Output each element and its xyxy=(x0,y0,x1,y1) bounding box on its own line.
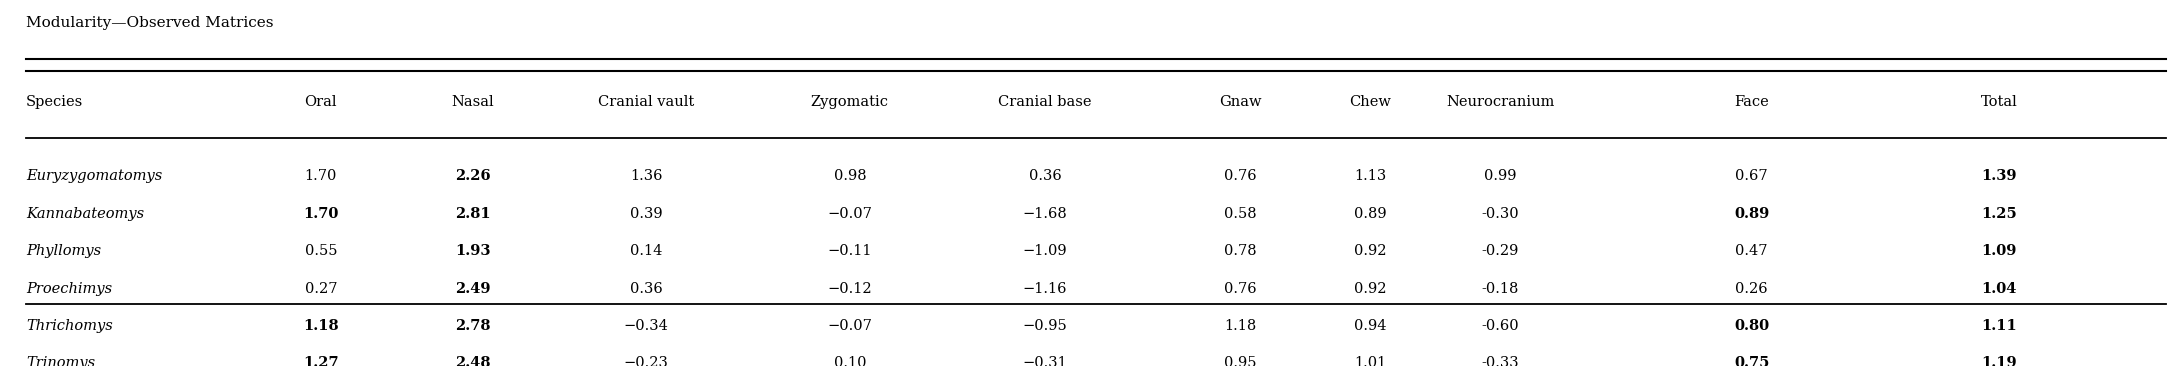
Text: 0.95: 0.95 xyxy=(1225,356,1255,366)
Text: 1.93: 1.93 xyxy=(455,244,490,258)
Text: Oral: Oral xyxy=(306,95,336,109)
Text: Thrichomys: Thrichomys xyxy=(26,319,113,333)
Text: 1.18: 1.18 xyxy=(304,319,338,333)
Text: 0.39: 0.39 xyxy=(629,207,663,221)
Text: 1.19: 1.19 xyxy=(1982,356,2016,366)
Text: 0.80: 0.80 xyxy=(1734,319,1769,333)
Text: Proechimys: Proechimys xyxy=(26,281,113,296)
Text: 0.99: 0.99 xyxy=(1485,169,1515,183)
Text: 1.36: 1.36 xyxy=(631,169,661,183)
Text: Species: Species xyxy=(26,95,82,109)
Text: 0.78: 0.78 xyxy=(1223,244,1257,258)
Text: Zygomatic: Zygomatic xyxy=(811,95,889,109)
Text: 0.10: 0.10 xyxy=(835,356,865,366)
Text: Cranial base: Cranial base xyxy=(997,95,1093,109)
Text: 1.70: 1.70 xyxy=(306,169,336,183)
Text: 1.39: 1.39 xyxy=(1982,169,2016,183)
Text: 0.98: 0.98 xyxy=(833,169,867,183)
Text: 0.89: 0.89 xyxy=(1734,207,1769,221)
Text: 0.36: 0.36 xyxy=(629,281,663,296)
Text: -0.29: -0.29 xyxy=(1481,244,1520,258)
Text: −0.07: −0.07 xyxy=(828,319,872,333)
Text: 1.09: 1.09 xyxy=(1982,244,2016,258)
Text: 2.78: 2.78 xyxy=(455,319,490,333)
Text: −0.23: −0.23 xyxy=(624,356,668,366)
Text: −0.07: −0.07 xyxy=(828,207,872,221)
Text: 0.27: 0.27 xyxy=(306,281,336,296)
Text: −1.09: −1.09 xyxy=(1023,244,1067,258)
Text: 1.11: 1.11 xyxy=(1982,319,2016,333)
Text: 1.18: 1.18 xyxy=(1225,319,1255,333)
Text: 1.27: 1.27 xyxy=(304,356,338,366)
Text: 0.26: 0.26 xyxy=(1734,281,1769,296)
Text: -0.33: -0.33 xyxy=(1481,356,1520,366)
Text: 0.55: 0.55 xyxy=(306,244,336,258)
Text: Chew: Chew xyxy=(1348,95,1392,109)
Text: −0.95: −0.95 xyxy=(1023,319,1067,333)
Text: 0.67: 0.67 xyxy=(1734,169,1769,183)
Text: 1.01: 1.01 xyxy=(1355,356,1385,366)
Text: 1.13: 1.13 xyxy=(1355,169,1385,183)
Text: 0.92: 0.92 xyxy=(1355,244,1385,258)
Text: 1.25: 1.25 xyxy=(1982,207,2016,221)
Text: 1.70: 1.70 xyxy=(304,207,338,221)
Text: Phyllomys: Phyllomys xyxy=(26,244,102,258)
Text: Gnaw: Gnaw xyxy=(1218,95,1262,109)
Text: 1.04: 1.04 xyxy=(1982,281,2016,296)
Text: −0.34: −0.34 xyxy=(624,319,668,333)
Text: 0.36: 0.36 xyxy=(1028,169,1062,183)
Text: 2.49: 2.49 xyxy=(455,281,490,296)
Text: −1.16: −1.16 xyxy=(1023,281,1067,296)
Text: −0.31: −0.31 xyxy=(1023,356,1067,366)
Text: -0.60: -0.60 xyxy=(1481,319,1520,333)
Text: 0.47: 0.47 xyxy=(1737,244,1767,258)
Text: Trinomys: Trinomys xyxy=(26,356,95,366)
Text: −0.11: −0.11 xyxy=(828,244,872,258)
Text: 0.58: 0.58 xyxy=(1223,207,1257,221)
Text: Modularity—Observed Matrices: Modularity—Observed Matrices xyxy=(26,16,273,30)
Text: 0.76: 0.76 xyxy=(1223,169,1257,183)
Text: -0.30: -0.30 xyxy=(1481,207,1520,221)
Text: 0.76: 0.76 xyxy=(1223,281,1257,296)
Text: −0.12: −0.12 xyxy=(828,281,872,296)
Text: 0.75: 0.75 xyxy=(1734,356,1769,366)
Text: 0.89: 0.89 xyxy=(1353,207,1388,221)
Text: 0.94: 0.94 xyxy=(1355,319,1385,333)
Text: Total: Total xyxy=(1982,95,2016,109)
Text: -0.18: -0.18 xyxy=(1481,281,1520,296)
Text: Nasal: Nasal xyxy=(451,95,494,109)
Text: 0.92: 0.92 xyxy=(1355,281,1385,296)
Text: 2.48: 2.48 xyxy=(455,356,490,366)
Text: 2.81: 2.81 xyxy=(455,207,490,221)
Text: Cranial vault: Cranial vault xyxy=(598,95,694,109)
Text: −1.68: −1.68 xyxy=(1023,207,1067,221)
Text: Kannabateomys: Kannabateomys xyxy=(26,207,143,221)
Text: Neurocranium: Neurocranium xyxy=(1446,95,1554,109)
Text: Euryzygomatomys: Euryzygomatomys xyxy=(26,169,163,183)
Text: 2.26: 2.26 xyxy=(455,169,490,183)
Text: 0.14: 0.14 xyxy=(631,244,661,258)
Text: Face: Face xyxy=(1734,95,1769,109)
